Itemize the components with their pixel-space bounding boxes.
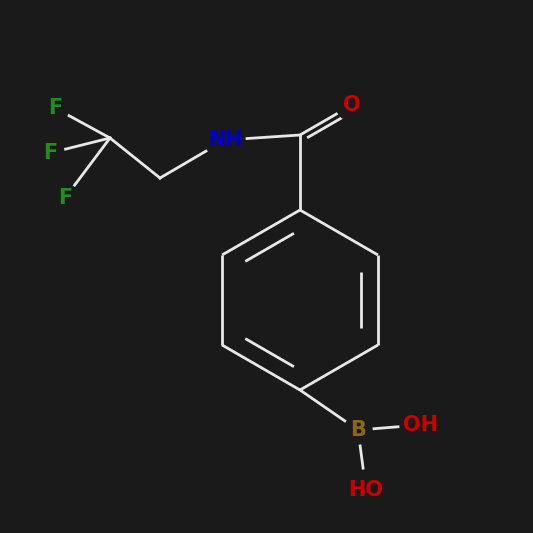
- Circle shape: [346, 470, 386, 510]
- Circle shape: [41, 94, 69, 122]
- Circle shape: [336, 89, 368, 121]
- Circle shape: [344, 416, 372, 444]
- Circle shape: [205, 120, 245, 160]
- Text: B: B: [350, 420, 366, 440]
- Text: F: F: [43, 143, 57, 163]
- Text: HO: HO: [349, 480, 384, 500]
- Circle shape: [400, 405, 440, 445]
- Text: O: O: [343, 95, 361, 115]
- Text: F: F: [48, 98, 62, 118]
- Text: OH: OH: [402, 415, 438, 435]
- Circle shape: [51, 184, 79, 212]
- Text: NH: NH: [208, 130, 243, 150]
- Circle shape: [36, 139, 64, 167]
- Text: F: F: [58, 188, 72, 208]
